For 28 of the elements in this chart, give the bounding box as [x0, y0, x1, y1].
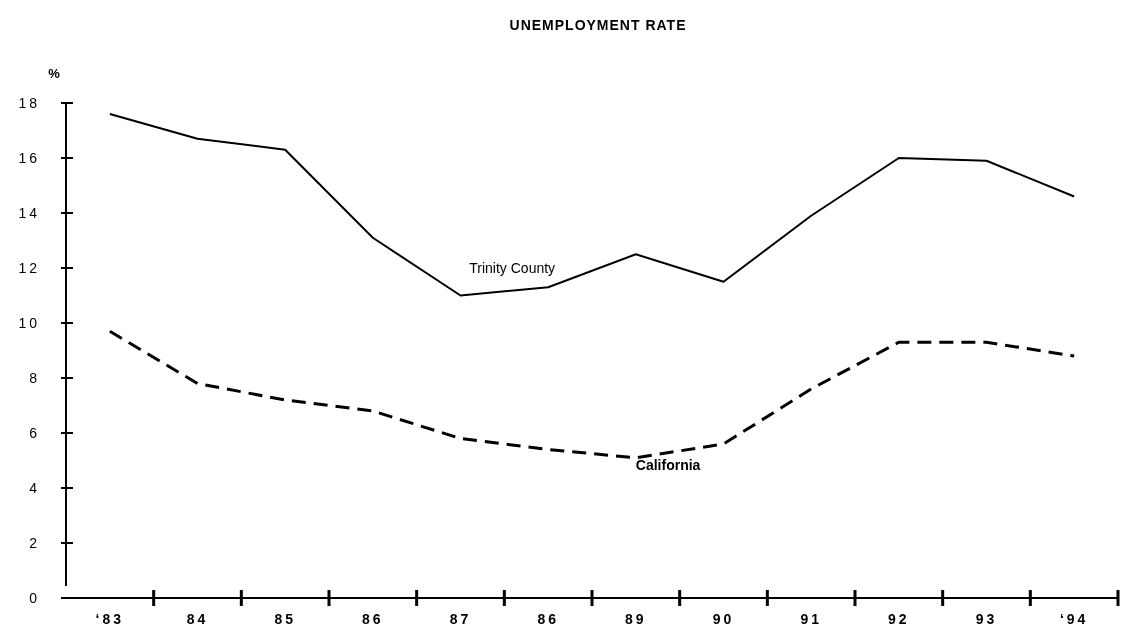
x-tick-label: 90	[712, 611, 735, 627]
x-tick-label: 93	[975, 611, 998, 627]
y-tick-label: 2	[29, 534, 40, 551]
y-tick-label: 14	[18, 204, 40, 221]
x-tick-label: 87	[449, 611, 472, 627]
x-tick-label: 92	[888, 611, 910, 627]
x-tick-label: 91	[800, 611, 822, 627]
x-tick-label: ‘94	[1059, 611, 1089, 627]
y-tick-label: 12	[18, 259, 40, 276]
chart-title: UNEMPLOYMENT RATE	[509, 17, 687, 33]
y-axis-title: %	[48, 66, 61, 81]
series-label: Trinity County	[469, 260, 556, 277]
x-tick-label: 84	[186, 611, 209, 627]
series-label: California	[635, 457, 701, 473]
y-tick-label: 10	[18, 314, 40, 331]
x-tick-label: 85	[274, 611, 296, 627]
y-tick-label: 4	[29, 479, 40, 496]
y-tick-label: 6	[29, 424, 40, 441]
y-tick-label: 0	[29, 589, 40, 606]
line-series	[108, 113, 1076, 297]
y-tick-label: 18	[18, 94, 40, 111]
x-tick-label: ‘83	[95, 611, 125, 627]
x-tick-label: 86	[362, 611, 384, 627]
y-tick-label: 8	[29, 369, 40, 386]
x-tick-label: 86	[537, 611, 559, 627]
y-tick-label: 16	[18, 149, 40, 166]
line-series	[108, 329, 1076, 460]
x-tick-label: 89	[625, 611, 647, 627]
